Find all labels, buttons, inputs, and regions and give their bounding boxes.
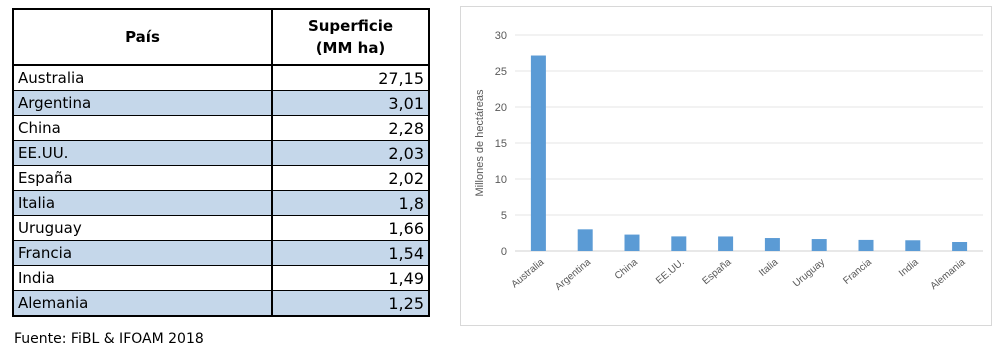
x-tick-label: Francia xyxy=(841,257,874,287)
table-cell-area: 3,01 xyxy=(272,90,429,116)
bar xyxy=(764,238,780,251)
bar xyxy=(858,239,874,251)
table-row: EE.UU. 2,03 xyxy=(13,140,429,166)
table-row: Italia 1,8 xyxy=(13,190,429,216)
table-row: Alemania 1,25 xyxy=(13,290,429,317)
source-note: Fuente: FiBL & IFOAM 2018 xyxy=(14,331,204,347)
table-row: España 2,02 xyxy=(13,165,429,191)
table-cell-country: Uruguay xyxy=(13,215,273,241)
bar xyxy=(952,242,968,251)
table-cell-country: Alemania xyxy=(13,290,273,317)
x-tick-label: Argentina xyxy=(553,257,593,293)
table-row: Francia 1,54 xyxy=(13,240,429,266)
x-tick-label: EE.UU. xyxy=(654,257,687,287)
table-row: China 2,28 xyxy=(13,115,429,141)
y-tick-label: 0 xyxy=(501,246,507,258)
y-tick-label: 15 xyxy=(495,138,507,150)
table-cell-country: China xyxy=(13,115,273,141)
table-cell-country: India xyxy=(13,265,273,291)
table-row: Argentina 3,01 xyxy=(13,90,429,116)
x-tick-label: Italia xyxy=(757,257,781,279)
chart-svg: 0 5 10 15 20 25 30 Millones de hectáreas Austral… xyxy=(474,30,983,293)
bar xyxy=(530,55,546,251)
table-cell-area: 2,02 xyxy=(272,165,429,191)
table-cell-area: 2,28 xyxy=(272,115,429,141)
area-table: País Superficie (MM ha) Australia 27,15 Ar… xyxy=(12,8,430,317)
table-row: India 1,49 xyxy=(13,265,429,291)
y-tick-label: 30 xyxy=(495,30,507,42)
y-tick-label: 10 xyxy=(495,174,507,186)
x-tick-label: España xyxy=(700,257,733,288)
bar xyxy=(718,236,734,251)
header-area: Superficie (MM ha) xyxy=(271,8,430,66)
bar xyxy=(905,240,921,251)
table-cell-country: EE.UU. xyxy=(13,140,273,166)
bar xyxy=(671,236,687,251)
x-tick-label: Australia xyxy=(509,257,546,291)
x-tick-label: Alemania xyxy=(929,257,968,293)
table-cell-area: 1,49 xyxy=(272,265,429,291)
header-country: País xyxy=(12,8,273,66)
table-cell-country: España xyxy=(13,165,273,191)
table-cell-area: 1,54 xyxy=(272,240,429,266)
y-axis-label: Millones de hectáreas xyxy=(474,89,486,197)
bar xyxy=(624,234,640,251)
table-cell-country: Francia xyxy=(13,240,273,266)
bar xyxy=(577,229,593,251)
x-tick-label: India xyxy=(897,257,921,280)
bar-chart: 0 5 10 15 20 25 30 Millones de hectáreas Austral… xyxy=(460,6,992,326)
table-cell-country: Australia xyxy=(13,64,273,91)
y-tick-label: 20 xyxy=(495,102,507,114)
table-cell-area: 1,25 xyxy=(272,290,429,317)
header-area-line1: Superficie xyxy=(307,17,394,35)
y-tick-label: 25 xyxy=(495,66,507,78)
bar xyxy=(811,239,827,251)
table-cell-area: 2,03 xyxy=(272,140,429,166)
table-row: Uruguay 1,66 xyxy=(13,215,429,241)
x-tick-label: Uruguay xyxy=(791,257,827,290)
table-cell-area: 1,66 xyxy=(272,215,429,241)
table-row: Australia 27,15 xyxy=(13,64,429,91)
table-cell-area: 27,15 xyxy=(272,64,429,91)
table-cell-country: Italia xyxy=(13,190,273,216)
table-header-row: País Superficie (MM ha) xyxy=(12,8,430,66)
table-cell-country: Argentina xyxy=(13,90,273,116)
area-table-container: País Superficie (MM ha) Australia 27,15 Ar… xyxy=(12,8,430,317)
x-tick-label: China xyxy=(613,257,640,283)
table-cell-area: 1,8 xyxy=(272,190,429,216)
header-area-line2: (MM ha) xyxy=(315,39,386,57)
y-tick-label: 5 xyxy=(501,210,507,222)
